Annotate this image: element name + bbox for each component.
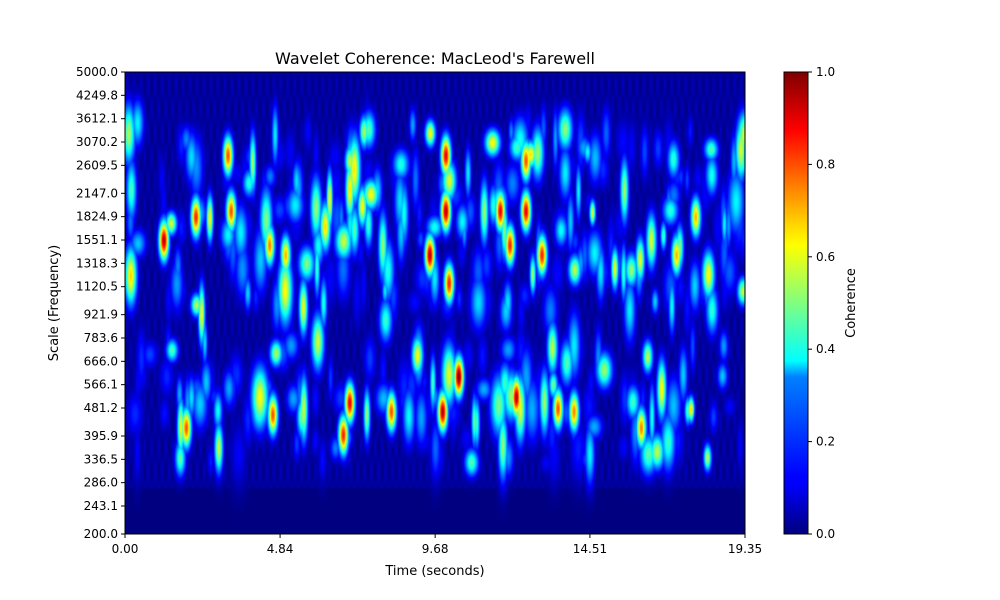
x-tick-label: 0.00 bbox=[112, 542, 139, 556]
y-tick-label: 783.6 bbox=[84, 331, 118, 345]
x-tick-label: 9.68 bbox=[422, 542, 449, 556]
colorbar-tick-label: 0.2 bbox=[816, 435, 835, 449]
y-tick-label: 666.0 bbox=[84, 354, 118, 368]
y-tick-label: 243.1 bbox=[84, 499, 118, 513]
x-tick-label: 4.84 bbox=[267, 542, 294, 556]
y-axis: 5000.0 4249.8 3612.1 3070.2 2609.5 2147.0 1824… bbox=[76, 65, 125, 541]
colorbar-title: Coherence bbox=[844, 268, 859, 338]
y-tick-label: 286.0 bbox=[84, 476, 118, 490]
y-tick-label: 1551.1 bbox=[76, 233, 118, 247]
colorbar-tick-label: 0.8 bbox=[816, 157, 835, 171]
x-tick-label: 14.51 bbox=[573, 542, 607, 556]
x-tick-label: 19.35 bbox=[728, 542, 762, 556]
x-axis: 0.00 4.84 9.68 14.51 19.35 bbox=[112, 534, 762, 556]
y-tick-label: 3070.2 bbox=[76, 135, 118, 149]
y-tick-label: 2147.0 bbox=[76, 186, 118, 200]
y-tick-label: 1120.5 bbox=[76, 280, 118, 294]
y-axis-title: Scale (Frequency) bbox=[47, 245, 62, 361]
colorbar-gradient bbox=[783, 71, 809, 535]
colorbar-tick-label: 0.0 bbox=[816, 527, 835, 541]
colorbar-tick-label: 1.0 bbox=[816, 65, 835, 79]
colorbar-ticks: 0.0 0.2 0.4 0.6 0.8 1.0 bbox=[808, 65, 835, 541]
colorbar-tick-label: 0.6 bbox=[816, 250, 835, 264]
y-tick-label: 3612.1 bbox=[76, 112, 118, 126]
y-tick-label: 395.9 bbox=[84, 429, 118, 443]
heatmap-plot-area bbox=[124, 71, 746, 535]
y-tick-label: 566.1 bbox=[84, 378, 118, 392]
y-tick-label: 481.2 bbox=[84, 401, 118, 415]
y-tick-label: 2609.5 bbox=[76, 158, 118, 172]
y-tick-label: 4249.8 bbox=[76, 88, 118, 102]
colorbar: 0.0 0.2 0.4 0.6 0.8 1.0 Coherence bbox=[783, 65, 859, 541]
colorbar-tick-label: 0.4 bbox=[816, 342, 835, 356]
chart-title: Wavelet Coherence: MacLeod's Farewell bbox=[275, 49, 595, 68]
x-axis-title: Time (seconds) bbox=[384, 564, 484, 579]
y-tick-label: 1824.9 bbox=[76, 210, 118, 224]
y-tick-label: 921.9 bbox=[84, 308, 118, 322]
y-tick-label: 5000.0 bbox=[76, 65, 118, 79]
heatmap-canvas bbox=[125, 72, 745, 534]
y-tick-label: 1318.3 bbox=[76, 256, 118, 270]
y-tick-label: 200.0 bbox=[84, 527, 118, 541]
y-tick-label: 336.5 bbox=[84, 452, 118, 466]
